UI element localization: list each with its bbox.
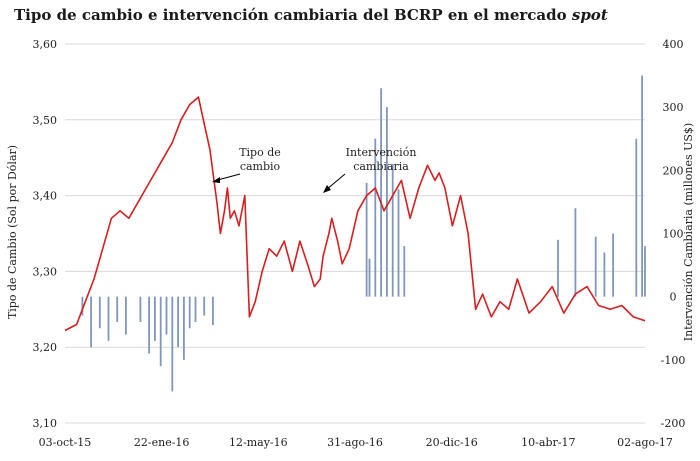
intervention-bar	[391, 164, 394, 297]
intervention-bar	[183, 296, 185, 360]
left-tick-label: 3,20	[33, 341, 58, 354]
intervention-bars	[81, 75, 646, 392]
intervention-bar	[386, 107, 388, 297]
intervention-bar	[148, 296, 150, 354]
intervention-bar	[139, 296, 142, 322]
intervention-bar	[403, 246, 406, 297]
intervention-bar	[574, 208, 577, 297]
intervention-bar	[165, 296, 168, 335]
right-tick-label: -200	[661, 417, 686, 430]
exchange-rate-line	[64, 96, 646, 332]
intervention-bar	[368, 258, 371, 297]
right-tick-label: 100	[663, 228, 684, 241]
intervention-bar	[154, 296, 156, 341]
intervention-bar	[612, 233, 614, 297]
intervention-bar	[177, 296, 179, 348]
right-tick-label: 400	[663, 38, 684, 51]
left-tick-label: 3,30	[33, 265, 58, 278]
left-axis-ticks: 3,10 3,20 3,30 3,40 3,50 3,60	[33, 38, 58, 430]
right-tick-label: -100	[661, 354, 686, 367]
x-tick-label: 31-ago-16	[327, 436, 383, 449]
intervention-bar	[365, 182, 368, 297]
annotation-exchange-rate: Tipo de cambio	[212, 146, 281, 183]
right-axis-ticks: -200 -100 0 100 200 300 400	[661, 38, 686, 430]
intervention-bar	[380, 88, 382, 297]
intervention-bar	[188, 296, 191, 329]
left-tick-label: 3,60	[33, 38, 58, 51]
intervention-bar	[125, 296, 127, 335]
left-tick-label: 3,50	[33, 114, 58, 127]
annotation-exchange-rate-line1: Tipo de	[239, 146, 281, 159]
chart-title: Tipo de cambio e intervención cambiaria …	[14, 6, 608, 24]
annotation-intervention-arrow	[325, 173, 346, 191]
x-axis-ticks: 03-oct-15 22-ene-16 12-may-16 31-ago-16 20-d…	[39, 436, 673, 449]
intervention-bar	[603, 252, 606, 297]
x-tick-label: 10-abr-17	[521, 436, 575, 449]
annotation-exchange-rate-arrowhead	[212, 177, 220, 183]
intervention-bar	[90, 296, 92, 348]
intervention-bar	[159, 296, 162, 367]
x-tick-label: 02-ago-17	[617, 436, 673, 449]
intervention-bar	[107, 296, 110, 341]
right-tick-label: 0	[670, 291, 677, 304]
right-tick-label: 300	[663, 101, 684, 114]
intervention-bar	[397, 189, 400, 297]
intervention-bar	[98, 296, 101, 329]
annotation-intervention: Intervención cambiaria	[323, 146, 416, 193]
left-axis-label: Tipo de Cambio (Sol por Dólar)	[6, 145, 19, 319]
intervention-bar	[171, 296, 174, 392]
annotation-intervention-arrowhead	[323, 185, 331, 193]
x-tick-label: 22-ene-16	[134, 436, 190, 449]
x-tick-label: 20-dic-16	[426, 436, 478, 449]
intervention-bar	[116, 296, 119, 322]
intervention-bar	[374, 138, 377, 297]
x-tick-label: 03-oct-15	[39, 436, 92, 449]
annotation-intervention-line2: cambiaria	[353, 160, 409, 173]
right-tick-label: 200	[663, 164, 684, 177]
chart-title-italic: spot	[572, 6, 608, 24]
intervention-bar	[594, 236, 597, 297]
annotation-intervention-line1: Intervención	[346, 146, 417, 159]
right-axis-label: Intervención Cambiaria (millones US$)	[682, 123, 695, 341]
intervention-bar	[635, 138, 638, 297]
left-tick-label: 3,10	[33, 417, 58, 430]
intervention-bar	[203, 296, 206, 316]
x-tick-label: 12-may-16	[229, 436, 288, 449]
intervention-bar	[212, 296, 214, 326]
left-tick-label: 3,40	[33, 190, 58, 203]
intervention-bar	[641, 75, 643, 297]
intervention-bar	[194, 296, 197, 322]
annotation-exchange-rate-line2: cambio	[240, 160, 281, 173]
intervention-bar	[81, 296, 84, 316]
grid	[65, 43, 645, 424]
intervention-bar	[644, 246, 646, 297]
intervention-bar	[557, 239, 559, 297]
